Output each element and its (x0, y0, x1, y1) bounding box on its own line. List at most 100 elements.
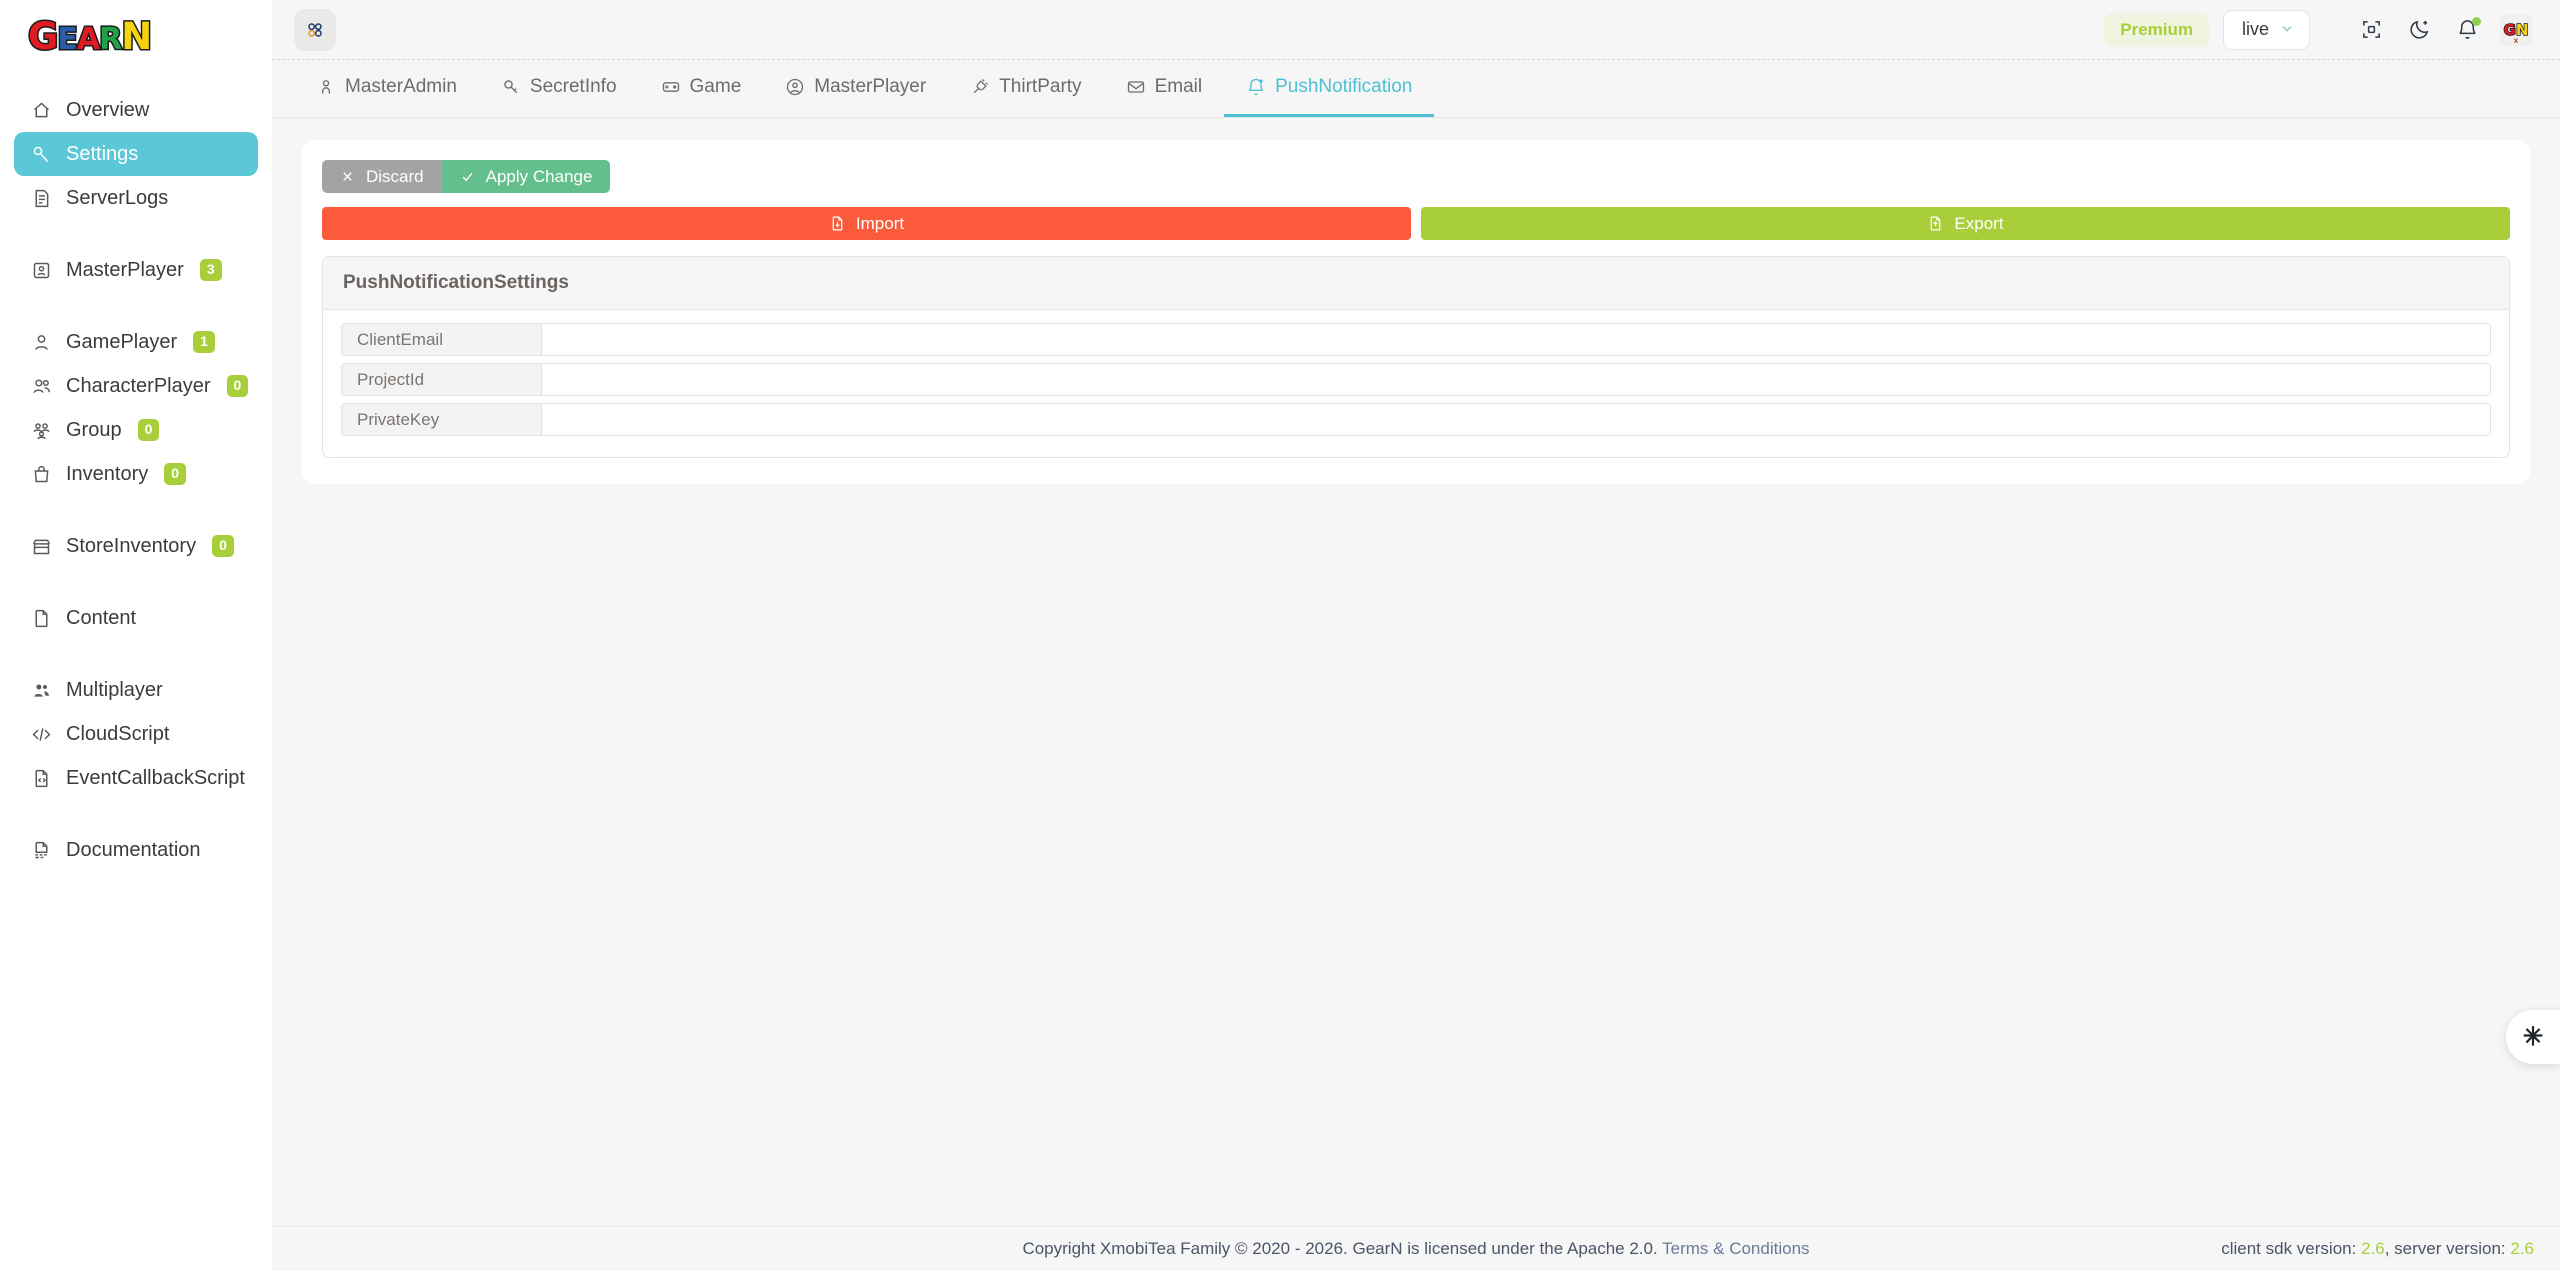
gamepad-icon (661, 77, 681, 97)
panel-fields: ClientEmail ProjectId PrivateKey (323, 310, 2509, 457)
sidebar: GEARN Overview Settings ServerLogs MasterPl… (0, 0, 272, 1271)
group-icon (30, 419, 52, 441)
avatar-letter-n: N (2515, 20, 2529, 40)
tab-label: MasterAdmin (345, 76, 457, 97)
panel-title: PushNotificationSettings (323, 257, 2509, 310)
server-version: 2.6 (2510, 1239, 2534, 1258)
client-sdk-label: client sdk version: (2221, 1239, 2362, 1258)
sidebar-item-documentation[interactable]: Documentation (14, 828, 258, 872)
check-icon (462, 172, 473, 182)
sidebar-item-multiplayer[interactable]: Multiplayer (14, 668, 258, 712)
import-button-label: Import (855, 213, 905, 233)
sidebar-item-badge: 0 (164, 463, 187, 485)
doc-icon (30, 839, 52, 861)
tab-label: PushNotification (1275, 76, 1413, 97)
sidebar-group-gap (0, 496, 272, 524)
apps-grid-icon[interactable] (294, 8, 336, 51)
tab-secretinfo[interactable]: SecretInfo (479, 60, 639, 117)
sidebar-item-content[interactable]: Content (14, 596, 258, 640)
tab-email[interactable]: Email (1104, 60, 1225, 117)
sidebar-item-badge: 0 (137, 419, 160, 441)
sidebar-group-gap (0, 640, 272, 668)
sidebar-item-label: CharacterPlayer (66, 374, 211, 397)
sidebar-nav: Overview Settings ServerLogs MasterPlayer 3 G… (0, 72, 272, 872)
chevron-down-icon (2279, 20, 2295, 39)
sidebar-item-badge: 3 (199, 259, 222, 281)
environment-value: live (2241, 19, 2269, 39)
export-button-label: Export (1954, 213, 2004, 233)
avatar-letter-g: G (2503, 20, 2517, 40)
avatar-subtext: X (2513, 37, 2519, 45)
apply-change-button[interactable]: Apply Change (441, 160, 611, 193)
file-icon (30, 607, 52, 629)
sidebar-item-label: ServerLogs (66, 186, 169, 209)
sidebar-item-cloudscript[interactable]: CloudScript (14, 712, 258, 756)
plug-icon (970, 77, 990, 97)
sidebar-item-serverlogs[interactable]: ServerLogs (14, 176, 258, 220)
sidebar-item-badge: 0 (212, 535, 234, 557)
sidebar-item-label: Group (66, 418, 122, 441)
tab-masteradmin[interactable]: MasterAdmin (294, 60, 479, 117)
scan-frame-icon[interactable] (2354, 13, 2388, 47)
tab-label: ThirtParty (999, 76, 1082, 97)
export-button[interactable]: Export (1421, 207, 2510, 240)
sidebar-item-label: MasterPlayer (66, 258, 184, 281)
field-label-privatekey: PrivateKey (341, 403, 541, 436)
discard-button-label: Discard (366, 166, 424, 186)
import-icon (832, 216, 843, 231)
tab-game[interactable]: Game (639, 60, 764, 117)
footer-versions: client sdk version: 2.6, server version:… (2221, 1239, 2534, 1259)
sidebar-item-label: Content (66, 606, 137, 629)
logo-wordmark: GEARN (26, 14, 154, 58)
sidebar-item-label: Inventory (66, 462, 149, 485)
tab-masterplayer[interactable]: MasterPlayer (763, 60, 948, 117)
sidebar-item-label: Documentation (66, 838, 201, 861)
user-circle-icon (785, 77, 805, 97)
terms-and-conditions-link[interactable]: Terms & Conditions (1662, 1239, 1810, 1258)
sidebar-item-inventory[interactable]: Inventory 0 (14, 452, 258, 496)
push-notification-settings-panel: PushNotificationSettings ClientEmail Proj… (322, 256, 2510, 458)
home-icon (30, 99, 52, 121)
bell-icon[interactable] (2450, 13, 2484, 47)
discard-button[interactable]: Discard (322, 160, 442, 193)
sidebar-item-characterplayer[interactable]: CharacterPlayer 0 (14, 364, 258, 408)
sidebar-item-label: Multiplayer (66, 678, 163, 701)
sidebar-item-settings[interactable]: Settings (14, 132, 258, 176)
sidebar-item-badge: 0 (226, 375, 249, 397)
field-input-projectid[interactable] (541, 363, 2491, 396)
sidebar-item-label: CloudScript (66, 722, 170, 745)
app-logo[interactable]: GEARN (0, 0, 272, 72)
sidebar-item-label: Settings (66, 142, 139, 165)
store-icon (30, 535, 52, 557)
sidebar-item-masterplayer[interactable]: MasterPlayer 3 (14, 248, 258, 292)
footer-copyright: Copyright XmobiTea Family © 2020 - 2026.… (272, 1239, 2560, 1259)
bell-notification-dot (2472, 16, 2481, 26)
moon-icon[interactable] (2402, 13, 2436, 47)
sidebar-group-gap (0, 292, 272, 320)
field-row: PrivateKey (341, 403, 2491, 436)
premium-badge[interactable]: Premium (2104, 12, 2209, 47)
tab-label: SecretInfo (529, 76, 617, 97)
field-input-clientemail[interactable] (541, 323, 2491, 356)
sidebar-item-group[interactable]: Group 0 (14, 408, 258, 452)
sidebar-item-gameplayer[interactable]: GamePlayer 1 (14, 320, 258, 364)
sidebar-item-eventcallbackscript[interactable]: EventCallbackScript (14, 756, 258, 800)
environment-selector[interactable]: live (2222, 9, 2310, 50)
tab-thirtparty[interactable]: ThirtParty (948, 60, 1103, 117)
field-input-privatekey[interactable] (541, 403, 2491, 436)
file-code-icon (30, 767, 52, 789)
server-version-label: , server version: (2384, 1239, 2511, 1258)
sidebar-item-storeinventory[interactable]: StoreInventory 0 (14, 524, 258, 568)
person-icon (316, 77, 336, 97)
logo-letter-n: N (120, 14, 154, 58)
sidebar-item-label: EventCallbackScript (66, 766, 245, 789)
sidebar-item-badge: 1 (193, 331, 215, 353)
apply-change-button-label: Apply Change (485, 166, 593, 186)
tab-pushnotification[interactable]: PushNotification (1224, 60, 1435, 117)
sidebar-item-overview[interactable]: Overview (14, 88, 258, 132)
import-button[interactable]: Import (322, 207, 1411, 240)
logo-letter-a: A (75, 21, 101, 57)
sparkle-asterisk-icon[interactable] (2506, 1010, 2560, 1064)
